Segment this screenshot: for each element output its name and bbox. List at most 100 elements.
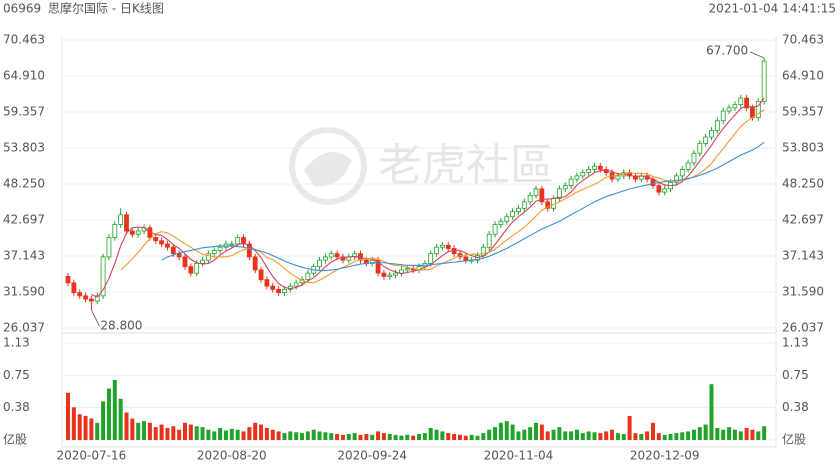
volume-bar: [282, 433, 287, 440]
volume-bar: [697, 427, 702, 440]
candle-body: [375, 259, 381, 274]
volume-bar: [569, 431, 574, 440]
volume-bar: [551, 429, 556, 440]
stock-code: 06969: [3, 2, 41, 16]
y-tick-label-right: 37.143: [782, 249, 824, 263]
volume-bar: [200, 427, 205, 440]
volume-bar: [417, 433, 421, 440]
candle-body: [527, 194, 533, 203]
volume-bar: [235, 429, 240, 440]
watermark-logo-shape: [304, 152, 352, 187]
candle-body: [586, 169, 592, 174]
volume-bar: [253, 422, 258, 440]
volume-bar: [183, 422, 187, 440]
y-tick-label-right: 亿股: [782, 432, 806, 447]
volume-bar: [340, 434, 345, 440]
volume-bar: [504, 421, 509, 440]
candle-body: [89, 298, 94, 302]
candle-body: [381, 272, 387, 277]
candle-body: [65, 275, 71, 284]
volume-bar: [762, 426, 767, 440]
volume-bar: [381, 433, 386, 440]
volume-bar: [270, 429, 275, 440]
y-tick-label-left: 42.697: [3, 212, 45, 226]
volume-bar: [721, 429, 726, 440]
y-tick-label-left: 37.143: [3, 249, 45, 263]
candle-body: [451, 248, 457, 255]
candle-body: [732, 104, 738, 109]
volume-bar: [463, 435, 468, 440]
volume-bar: [335, 433, 340, 440]
volume-bar: [171, 426, 176, 440]
candle-body: [176, 253, 182, 258]
x-tick-label: 2020-11-04: [484, 449, 554, 463]
volume-bar: [165, 427, 170, 440]
candle-body: [691, 152, 697, 164]
volume-bar: [346, 433, 351, 440]
volume-bar: [686, 431, 691, 440]
y-tick-label-right: 70.463: [782, 33, 824, 47]
volume-bar: [586, 431, 591, 440]
volume-bar: [294, 432, 299, 440]
candle-body: [562, 185, 568, 190]
candle-body: [486, 233, 492, 248]
candle-body: [124, 214, 129, 232]
volume-bar: [651, 422, 655, 440]
candle-body: [615, 175, 621, 180]
candle-body: [387, 274, 393, 277]
volume-bar: [223, 430, 228, 440]
volume-bar: [627, 415, 632, 440]
candle-body: [205, 253, 211, 261]
y-tick-label-right: 0.75: [782, 368, 809, 382]
volume-bar: [563, 431, 568, 440]
volume-bar: [288, 431, 293, 440]
volume-bar: [428, 427, 433, 440]
volume-bar: [247, 427, 252, 440]
volume-bar: [153, 427, 158, 440]
volume-bar: [615, 433, 620, 440]
timestamp: 2021-01-04 14:41:15: [709, 2, 836, 16]
volume-bar: [574, 429, 579, 440]
low-pointer: [91, 309, 100, 327]
candle-body: [656, 185, 662, 193]
candle-body: [633, 175, 638, 180]
volume-bar: [452, 433, 457, 440]
volume-bar: [311, 429, 316, 440]
volume-bar: [276, 431, 281, 440]
candle-body: [165, 243, 170, 248]
volume-bar: [440, 431, 445, 440]
high-pointer: [749, 51, 765, 59]
low-label: 28.800: [100, 319, 142, 333]
candle-body: [545, 201, 551, 209]
volume-bar: [732, 429, 737, 440]
volume-bar: [352, 433, 357, 440]
volume-bar: [522, 429, 527, 440]
volume-bar: [177, 429, 182, 440]
volume-bar: [317, 431, 322, 440]
candle-body: [463, 256, 469, 261]
candle-body: [510, 211, 516, 218]
y-tick-label-left: 0.38: [3, 400, 30, 414]
candle-body: [738, 97, 744, 105]
y-tick-label-right: 64.910: [782, 68, 824, 82]
volume-bar: [446, 433, 451, 440]
volume-bar: [750, 429, 755, 440]
candle-body: [761, 60, 767, 102]
volume-bar: [610, 429, 615, 440]
high-label: 67.700: [706, 43, 748, 57]
candle-body: [112, 224, 118, 238]
candle-body: [703, 136, 709, 144]
volume-bar: [106, 388, 111, 440]
volume-bar: [434, 429, 439, 440]
candle-body: [270, 285, 276, 290]
candle-body: [568, 178, 574, 187]
candle-body: [597, 165, 603, 170]
volume-bar: [703, 424, 708, 440]
chart-title: 思摩尔国际 - 日K线图: [48, 1, 164, 16]
y-tick-label-right: 0.38: [782, 400, 809, 414]
y-tick-label-left: 26.037: [3, 321, 45, 335]
volume-bar: [516, 431, 521, 440]
moving-average-line: [91, 97, 765, 298]
volume-bar: [77, 414, 82, 440]
